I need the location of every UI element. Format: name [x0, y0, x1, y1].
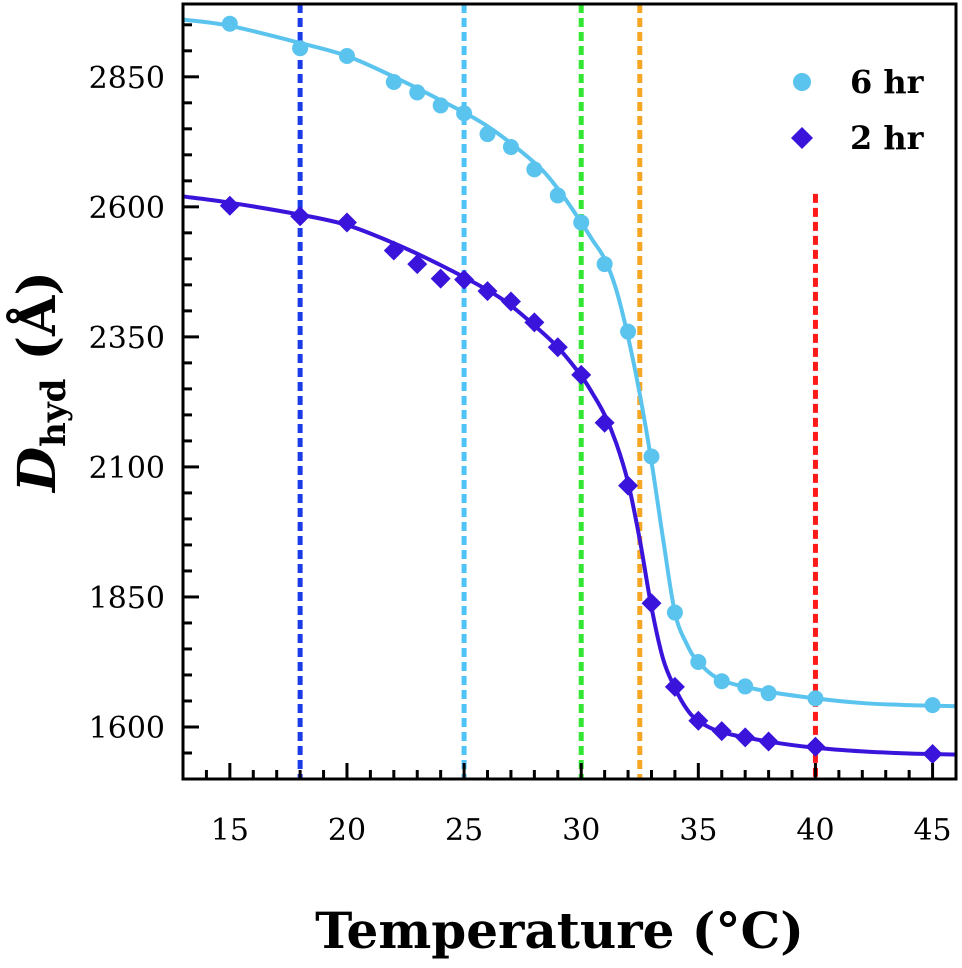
y-tick-label: 2350 [89, 321, 165, 356]
x-tick-label: 20 [328, 813, 366, 848]
data-points [219, 15, 943, 765]
data-point-s1-2 [292, 40, 309, 57]
plot-frame [181, 2, 958, 781]
data-point-s2-7 [454, 269, 475, 290]
data-point-s1-7 [456, 105, 473, 122]
data-point-s1-1 [221, 15, 238, 32]
legend-label-1: 6 hr [850, 63, 925, 101]
data-point-s2-18 [711, 721, 732, 742]
data-point-s2-5 [407, 254, 428, 275]
legend-label-2: 2 hr [850, 119, 925, 157]
data-point-s1-3 [338, 48, 355, 65]
data-point-s2-8 [477, 281, 498, 302]
y-tick-label: 1850 [89, 581, 165, 616]
y-axis-title-unit: (Å) [6, 271, 68, 379]
x-tick-label: 45 [913, 813, 951, 848]
data-point-s2-19 [735, 727, 756, 748]
reference-lines [297, 4, 818, 779]
data-point-s2-22 [922, 744, 943, 765]
y-tick-label: 1600 [89, 711, 165, 746]
data-point-s2-4 [383, 240, 404, 261]
legend-marker-1 [793, 73, 811, 91]
y-axis-title: Dhyd (Å) [6, 271, 74, 494]
data-point-s1-11 [549, 187, 566, 204]
x-tick-label: 15 [211, 813, 249, 848]
data-point-s1-18 [713, 673, 730, 690]
data-point-s1-6 [432, 97, 449, 114]
x-tick-label: 40 [796, 813, 834, 848]
legend-marker-2 [791, 127, 813, 149]
x-tick-label: 35 [679, 813, 717, 848]
x-tick-label: 25 [445, 813, 483, 848]
y-tick-label: 2100 [89, 451, 165, 486]
y-axis-title-main: D [7, 447, 68, 494]
data-point-s1-8 [479, 126, 496, 143]
data-point-s2-15 [641, 593, 662, 614]
x-tick-label: 30 [562, 813, 600, 848]
data-point-s1-14 [620, 323, 637, 340]
data-point-s1-19 [737, 678, 754, 695]
data-point-s2-3 [336, 212, 357, 233]
data-point-s1-22 [924, 697, 941, 714]
data-point-s2-10 [524, 312, 545, 333]
data-point-s1-9 [502, 139, 519, 156]
y-tick-label: 2600 [89, 191, 165, 226]
legend: 6 hr 2 hr [791, 63, 925, 157]
data-point-s2-6 [430, 268, 451, 289]
data-point-s1-13 [596, 256, 613, 273]
data-point-s1-10 [526, 161, 543, 178]
data-point-s2-1 [219, 195, 240, 216]
data-point-s2-16 [664, 676, 685, 697]
data-point-s1-12 [573, 214, 590, 231]
data-point-s1-5 [409, 84, 426, 101]
data-point-s1-4 [385, 74, 402, 91]
y-axis-ticks: 1600 1850 2100 2350 2600 2850 [89, 23, 199, 755]
x-axis-ticks: 15 20 25 30 35 40 45 [204, 763, 958, 848]
data-point-s2-14 [618, 475, 639, 496]
y-axis-title-subscript: hyd [34, 379, 74, 447]
data-point-s2-17 [688, 710, 709, 731]
data-point-s1-16 [666, 604, 683, 621]
data-point-s1-17 [690, 653, 707, 670]
data-point-s2-21 [805, 736, 826, 757]
data-point-s1-20 [760, 685, 777, 702]
data-point-s2-9 [500, 291, 521, 312]
data-point-s2-12 [571, 364, 592, 385]
data-point-s2-13 [594, 412, 615, 433]
data-point-s1-15 [643, 448, 660, 465]
data-point-s2-20 [758, 731, 779, 752]
y-tick-label: 2850 [89, 61, 165, 96]
data-point-s1-21 [807, 690, 824, 707]
data-point-s2-11 [547, 337, 568, 358]
x-axis-title: Temperature (°C) [315, 901, 804, 960]
data-point-s2-2 [290, 206, 311, 227]
